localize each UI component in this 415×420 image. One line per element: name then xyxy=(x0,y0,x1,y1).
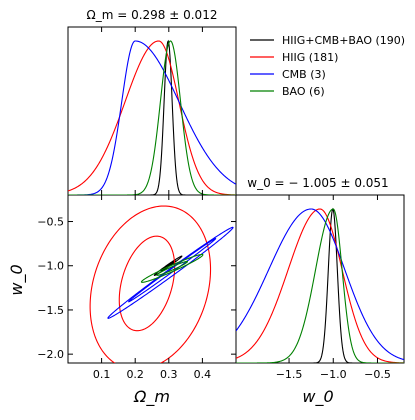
contour-3-1 xyxy=(140,253,204,283)
legend: HIIG+CMB+BAO (190) HIIG (181) CMB (3) BAO (… xyxy=(250,34,405,98)
w0-axis-label-vertical: w_0 xyxy=(7,264,27,295)
omega-m-posterior-panel xyxy=(68,39,236,195)
contour-2-0 xyxy=(128,237,217,303)
omega-m-curve-3 xyxy=(68,40,236,195)
contour-1-0 xyxy=(118,235,176,332)
legend-label-2: CMB (3) xyxy=(282,68,326,81)
omega-m-curve-0 xyxy=(68,39,236,195)
joint-ytick-label-1: −1.5 xyxy=(37,304,64,317)
joint-contour-panel xyxy=(89,205,234,363)
omega-m-curve-2 xyxy=(68,40,236,195)
contour-2-1 xyxy=(107,226,234,319)
joint-xtick-label-3: 0.4 xyxy=(194,368,212,381)
w0-curve-3 xyxy=(236,208,404,363)
w0-curve-2 xyxy=(236,208,404,361)
w0-xtick-label-1: −1.0 xyxy=(320,368,347,381)
panel-frame-w0 xyxy=(235,194,405,364)
w0-curve-0 xyxy=(236,207,404,363)
w0-curve-1 xyxy=(236,208,404,363)
w0-xtick-label-0: −1.5 xyxy=(276,368,303,381)
joint-ytick-label-2: −1.0 xyxy=(37,260,64,273)
legend-label-0: HIIG+CMB+BAO (190) xyxy=(282,34,405,47)
legend-label-3: BAO (6) xyxy=(282,85,325,98)
joint-xtick-label-2: 0.3 xyxy=(160,368,178,381)
contour-1-1 xyxy=(89,205,212,363)
joint-xtick-label-1: 0.2 xyxy=(126,368,144,381)
legend-label-1: HIIG (181) xyxy=(282,51,338,64)
w0-title: w_0 = − 1.005 ± 0.051 xyxy=(247,176,388,190)
axis-ticks: 0.1 0.2 0.3 0.4 −1.5 −1.0 −0.5 −2.0 −1.5 −1.0 −0.5 xyxy=(37,27,391,381)
w0-xtick-label-2: −0.5 xyxy=(364,368,391,381)
contour-3-0 xyxy=(156,260,189,276)
w0-bottom-axis-label: w_0 xyxy=(302,387,333,407)
omega-m-axis-label: Ω_m xyxy=(133,387,170,407)
omega-m-title: Ω_m = 0.298 ± 0.012 xyxy=(87,8,218,22)
w0-posterior-panel xyxy=(236,207,404,363)
joint-ytick-label-3: −0.5 xyxy=(37,216,64,229)
joint-xtick-label-0: 0.1 xyxy=(93,368,111,381)
omega-m-curve-1 xyxy=(68,40,236,195)
joint-ytick-label-0: −2.0 xyxy=(37,348,64,361)
